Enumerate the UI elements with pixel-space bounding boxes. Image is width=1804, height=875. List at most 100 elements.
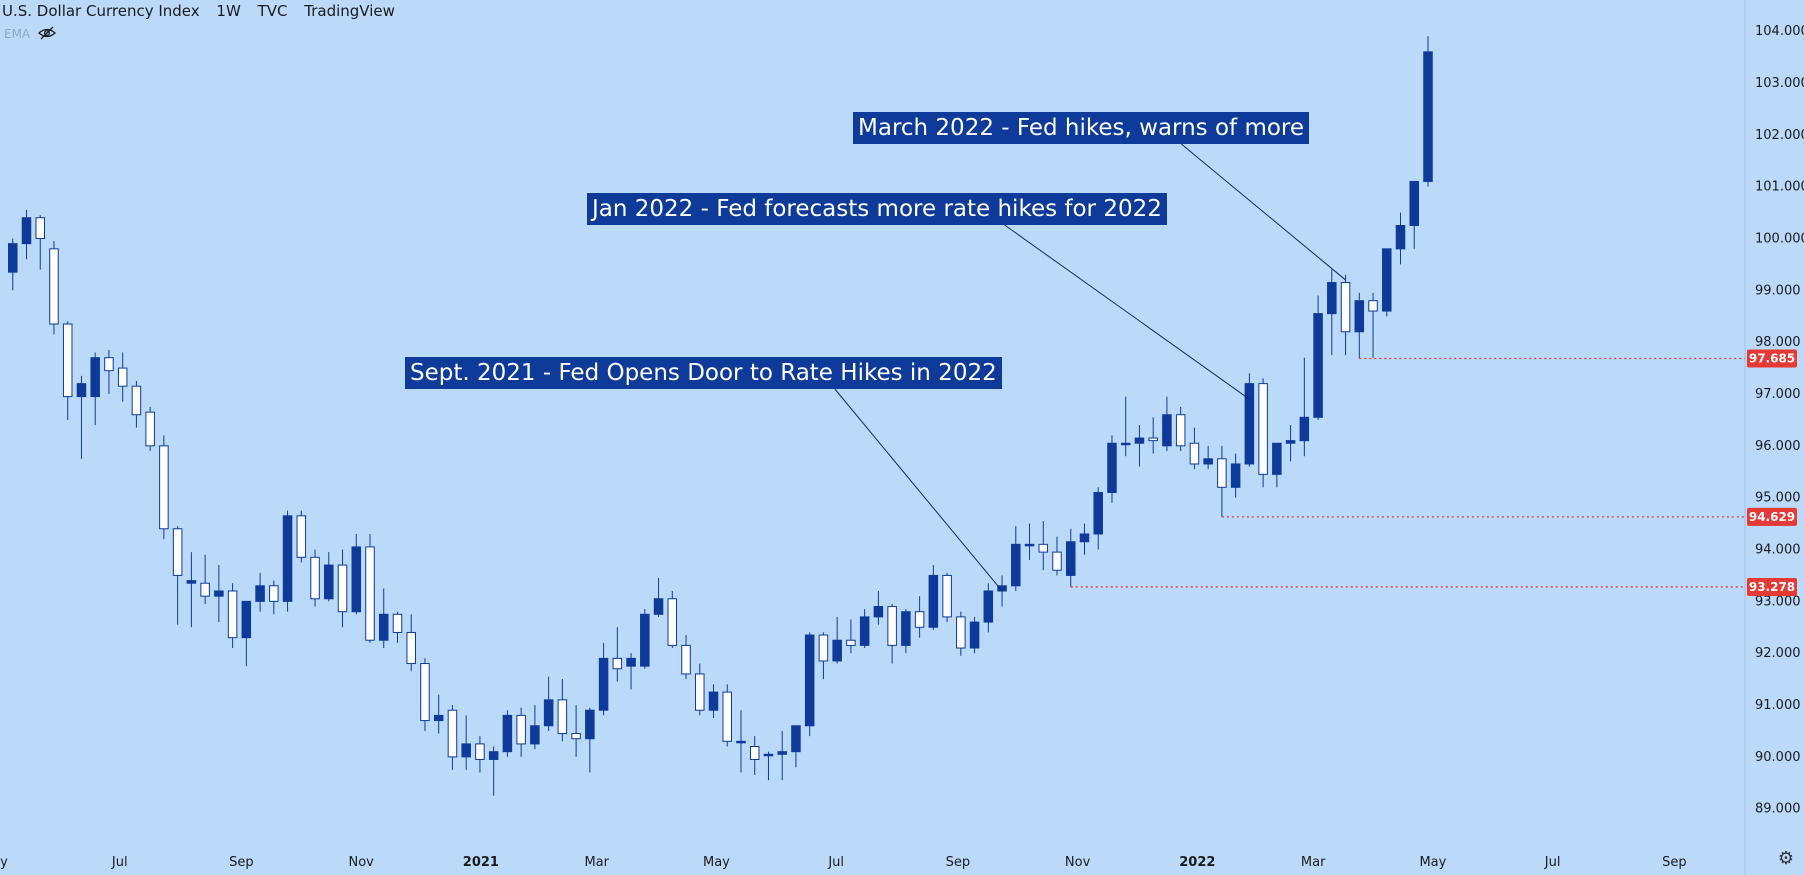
- candle-body: [76, 383, 87, 398]
- candle-body: [1065, 541, 1076, 576]
- annotation-march-2022[interactable]: March 2022 - Fed hikes, warns of more: [853, 112, 1310, 144]
- candle-body: [1423, 51, 1433, 182]
- annotation-leader-line: [834, 388, 1003, 592]
- candle-body: [49, 248, 59, 325]
- candle-body: [502, 714, 513, 753]
- annotation-sept-2021[interactable]: Sept. 2021 - Fed Opens Door to Rate Hike…: [405, 357, 1002, 389]
- candle-body: [571, 733, 581, 740]
- candle-body: [200, 582, 210, 597]
- y-tick-label: 90.000: [1755, 750, 1801, 765]
- x-tick-label: Nov: [1065, 855, 1091, 870]
- candle-body: [653, 598, 664, 615]
- candle-body: [296, 515, 307, 558]
- level-price-label: 97.685: [1749, 351, 1795, 365]
- candle-body: [1203, 458, 1213, 465]
- x-tick-label: Sep: [1662, 855, 1687, 870]
- y-tick-label: 96.000: [1755, 439, 1801, 454]
- candle-body: [585, 709, 595, 740]
- candle-body: [1395, 225, 1406, 250]
- level-price-label: 93.278: [1749, 580, 1795, 594]
- candle-body: [598, 657, 609, 711]
- symbol-name[interactable]: U.S. Dollar Currency Index: [2, 2, 200, 20]
- level-price-label: 94.629: [1749, 510, 1795, 524]
- interval[interactable]: 1W: [216, 2, 241, 20]
- y-tick-label: 102.000: [1755, 128, 1804, 143]
- ema-indicator-label[interactable]: EMA: [4, 27, 31, 41]
- eye-hidden-icon[interactable]: [38, 26, 56, 40]
- candle-body: [626, 657, 636, 667]
- candle-body: [1093, 491, 1103, 535]
- candle-body: [1107, 442, 1117, 493]
- candle-body: [749, 746, 760, 760]
- candle-body: [488, 751, 499, 760]
- candle-body: [1162, 414, 1172, 447]
- candle-body: [420, 663, 430, 722]
- x-tick-label: Nov: [348, 855, 374, 870]
- candle-body: [186, 580, 197, 584]
- candle-body: [324, 564, 334, 600]
- candle-body: [1120, 442, 1131, 446]
- candle-body: [530, 725, 540, 745]
- candle-body: [1244, 383, 1255, 465]
- x-tick-label: Jul: [1544, 855, 1561, 870]
- candle-body: [777, 751, 787, 755]
- x-tick-label: Jul: [827, 855, 844, 870]
- level-price-badge: [1747, 349, 1797, 368]
- candle-body: [255, 585, 265, 602]
- candle-body: [351, 546, 362, 613]
- candle-body: [117, 367, 128, 387]
- x-tick-label: 2021: [463, 855, 499, 870]
- candle-body: [392, 613, 403, 633]
- candle-body: [1011, 543, 1021, 587]
- candle-body: [35, 217, 45, 239]
- candle-body: [873, 606, 884, 618]
- candle-body: [104, 357, 114, 372]
- candle-body: [1313, 313, 1323, 418]
- y-tick-label: 91.000: [1755, 698, 1801, 713]
- candle-body: [914, 611, 925, 628]
- y-tick-label: 101.000: [1755, 180, 1804, 195]
- candle-body: [447, 709, 458, 758]
- candle-body: [928, 574, 939, 628]
- candle-body: [640, 613, 650, 667]
- candle-body: [1175, 414, 1186, 447]
- settings-gear-icon[interactable]: ⚙: [1777, 848, 1794, 869]
- y-tick-label: 94.000: [1755, 543, 1801, 558]
- candle-body: [956, 616, 966, 649]
- candle-body: [1368, 300, 1378, 312]
- candle-body: [433, 714, 444, 722]
- candle-body: [942, 574, 952, 618]
- candle-body: [1354, 300, 1365, 333]
- candle-body: [337, 564, 348, 613]
- y-tick-label: 95.000: [1755, 491, 1801, 506]
- candle-body: [557, 699, 568, 735]
- candle-body: [172, 528, 183, 576]
- x-tick-label: Sep: [946, 855, 971, 870]
- x-tick-label: Mar: [584, 855, 609, 870]
- x-tick-label: 2022: [1179, 855, 1215, 870]
- candle-body: [7, 243, 18, 273]
- y-tick-label: 92.000: [1755, 646, 1801, 661]
- candle-body: [1230, 463, 1241, 488]
- candle-body: [818, 634, 829, 662]
- y-tick-label: 93.000: [1755, 594, 1801, 609]
- y-tick-label: 100.000: [1755, 231, 1804, 246]
- candle-body: [365, 546, 375, 641]
- candle-body: [241, 600, 252, 639]
- candle-body: [1038, 543, 1049, 553]
- candle-body: [282, 515, 293, 602]
- candle-body: [1409, 180, 1420, 227]
- annotation-jan-2022[interactable]: Jan 2022 - Fed forecasts more rate hikes…: [587, 193, 1167, 225]
- x-tick-label: Mar: [1301, 855, 1326, 870]
- candle-body: [901, 611, 911, 646]
- candle-body: [832, 639, 842, 662]
- candle-body: [1340, 282, 1351, 333]
- candle-body: [227, 590, 238, 639]
- level-price-badge: [1747, 507, 1797, 526]
- candle-body: [804, 634, 815, 727]
- candle-body: [1024, 543, 1035, 547]
- candle-body: [763, 753, 774, 757]
- candle-body: [1134, 437, 1145, 444]
- candle-body: [214, 590, 224, 597]
